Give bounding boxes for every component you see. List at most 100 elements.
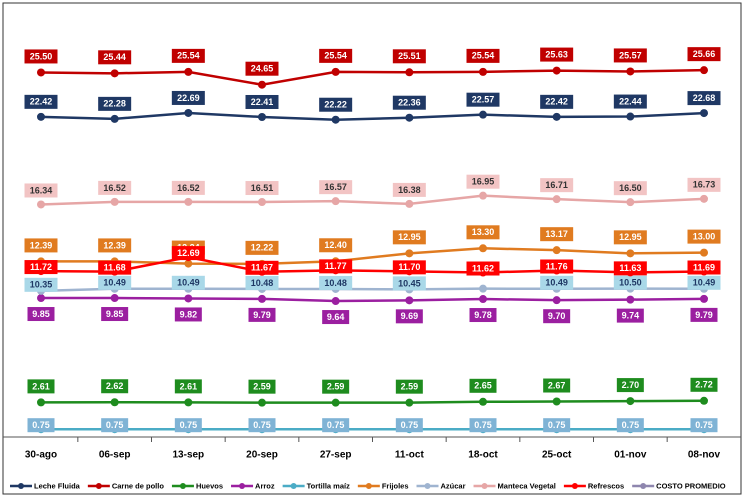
- data-label: 22.68: [693, 93, 716, 103]
- data-label: 9.79: [695, 310, 713, 320]
- x-tick-label: 30-ago: [25, 450, 57, 461]
- legend-marker: [18, 483, 24, 489]
- series: 22.42 22.28 22.69 22.41 22.22 22.36 22.57 22.42…: [24, 90, 721, 124]
- data-label: 11.69: [693, 262, 715, 272]
- point: [37, 68, 45, 77]
- data-label: 13.17: [545, 229, 568, 239]
- data-label: 25.50: [30, 51, 53, 61]
- label-box: [245, 61, 279, 76]
- series-line: [40, 255, 705, 274]
- series: 16.34 16.52 16.52 16.51 16.57 16.38 16.95 16.71…: [24, 174, 721, 209]
- data-label: 10.49: [177, 278, 200, 288]
- data-label: 11.62: [472, 263, 494, 273]
- legend-marker: [424, 483, 431, 489]
- data-label: 16.34: [30, 185, 53, 195]
- x-tick-label: 11-oct: [395, 450, 425, 461]
- x-tick-label: 13-sep: [172, 450, 204, 461]
- point: [110, 114, 119, 123]
- x-tick-label: 18-oct: [468, 450, 498, 461]
- data-label: 25.51: [398, 51, 421, 61]
- point: [405, 199, 414, 208]
- label-box: [392, 182, 426, 197]
- label-box: [543, 378, 571, 393]
- data-label: 2.61: [180, 381, 198, 391]
- label-box: [245, 94, 279, 109]
- label-box: [469, 378, 497, 393]
- label-box: [466, 225, 500, 240]
- legend-label: Leche Fluida: [34, 481, 81, 490]
- data-label: 11.70: [398, 262, 420, 272]
- point: [331, 398, 340, 407]
- label-box: [101, 418, 129, 433]
- data-label: 16.71: [545, 180, 568, 190]
- label-box: [392, 230, 426, 245]
- point: [552, 296, 561, 305]
- label-box: [687, 177, 721, 192]
- label-box: [98, 238, 132, 253]
- data-label: 0.75: [180, 420, 198, 430]
- data-label: 25.57: [619, 50, 642, 60]
- data-label: 9.85: [32, 309, 50, 319]
- point: [110, 294, 119, 303]
- legend-marker: [481, 483, 488, 489]
- label-box: [543, 418, 571, 433]
- point: [479, 284, 487, 293]
- data-label: 12.39: [103, 240, 126, 250]
- data-label: 0.75: [622, 420, 640, 430]
- label-box: [319, 48, 353, 63]
- point: [479, 244, 487, 253]
- label-box: [469, 308, 497, 323]
- label-box: [24, 49, 58, 64]
- point: [331, 115, 340, 124]
- data-label: 25.54: [472, 51, 495, 61]
- data-label: 22.42: [30, 97, 53, 107]
- label-box: [98, 260, 132, 275]
- label-box: [543, 309, 571, 324]
- data-label: 0.75: [401, 420, 419, 430]
- label-box: [613, 94, 647, 109]
- label-box: [392, 260, 426, 275]
- data-label: 10.48: [251, 278, 274, 288]
- legend-label: COSTO PROMEDIO: [656, 481, 726, 490]
- legend-label: Arroz: [255, 481, 275, 490]
- label-box: [171, 275, 205, 290]
- data-label: 22.36: [398, 98, 421, 108]
- label-box: [27, 418, 55, 433]
- point: [405, 398, 414, 407]
- point: [552, 112, 561, 121]
- data-label: 10.49: [693, 278, 716, 288]
- data-label: 22.28: [103, 99, 126, 109]
- series-line: [40, 287, 705, 293]
- data-label: 9.64: [327, 312, 345, 322]
- label-box: [322, 379, 350, 394]
- data-label: 12.22: [251, 243, 274, 253]
- label-box: [171, 90, 205, 105]
- data-label: 16.52: [177, 183, 200, 193]
- data-label: 9.82: [180, 309, 198, 319]
- point: [700, 248, 708, 257]
- data-label: 11.67: [251, 263, 273, 273]
- label-box: [24, 94, 58, 109]
- label-box: [27, 379, 55, 394]
- label-box: [98, 96, 132, 111]
- data-label: 9.69: [401, 311, 419, 321]
- point: [479, 295, 487, 304]
- label-box: [24, 238, 58, 253]
- data-label: 2.59: [327, 382, 345, 392]
- data-label: 10.49: [103, 278, 126, 288]
- point: [184, 108, 193, 117]
- point: [626, 397, 635, 406]
- point: [700, 294, 708, 303]
- legend-marker: [365, 483, 372, 489]
- x-tick-label: 20-sep: [246, 450, 278, 461]
- data-label: 2.59: [401, 382, 419, 392]
- legend-marker: [239, 483, 246, 489]
- label-box: [24, 260, 58, 275]
- data-label: 10.49: [545, 278, 568, 288]
- point: [552, 195, 561, 204]
- data-label: 2.67: [548, 380, 566, 390]
- point: [552, 246, 561, 255]
- data-label: 2.70: [622, 380, 640, 390]
- legend-marker: [95, 483, 102, 489]
- point: [626, 198, 635, 207]
